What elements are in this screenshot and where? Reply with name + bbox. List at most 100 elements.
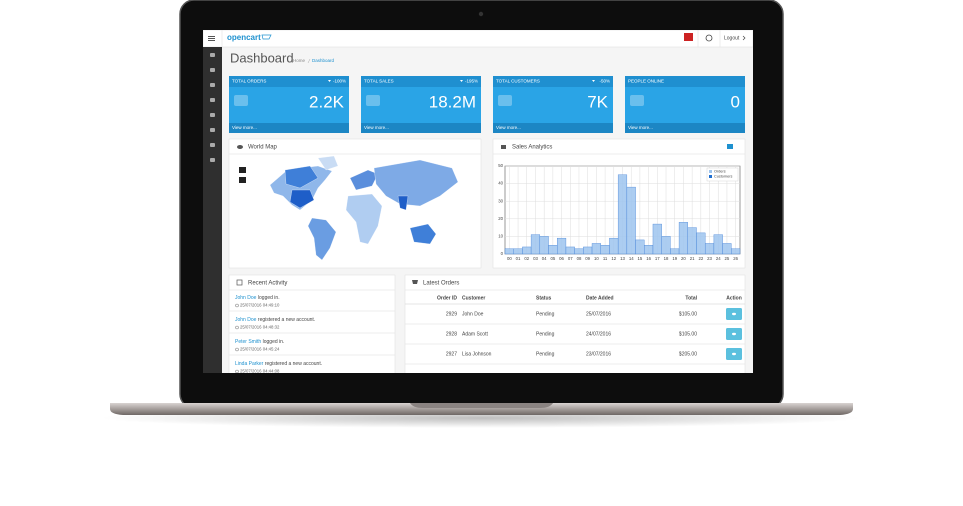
activity-action: registered a new account. bbox=[258, 317, 315, 323]
panel-title: Sales Analytics bbox=[512, 145, 552, 151]
panel-title: World Map bbox=[248, 145, 278, 151]
tile-footer bbox=[625, 123, 745, 133]
bar bbox=[731, 248, 741, 255]
bar bbox=[652, 223, 662, 255]
activity-date: 25/07/2016 04:45:24 bbox=[240, 347, 280, 352]
calendar-icon bbox=[236, 279, 243, 286]
sidebar-icons bbox=[210, 53, 215, 162]
camera bbox=[478, 11, 484, 17]
y-tick-label: 50 bbox=[498, 163, 503, 168]
bar bbox=[722, 243, 732, 255]
bar bbox=[504, 248, 514, 255]
logo-cart bbox=[261, 34, 272, 40]
tile-heading bbox=[361, 76, 481, 87]
activity-action: registered a new account. bbox=[265, 361, 322, 367]
tile-icon bbox=[630, 95, 644, 106]
x-tick-label: 02 bbox=[524, 256, 529, 261]
sidebar-icon[interactable] bbox=[210, 128, 215, 132]
sidebar-icon[interactable] bbox=[210, 158, 215, 162]
orders-table: Order ID Customer Status Date Added Total Act… bbox=[405, 295, 745, 365]
breadcrumb[interactable]: Dashboard bbox=[312, 58, 335, 63]
zoom-out[interactable] bbox=[239, 177, 246, 183]
calendar-dropdown[interactable] bbox=[727, 144, 733, 149]
change-arrow bbox=[328, 80, 331, 82]
menu-icon bbox=[208, 36, 215, 37]
sidebar-icon[interactable] bbox=[210, 53, 215, 57]
sidebar-icon[interactable] bbox=[210, 83, 215, 87]
tile-value: 18.2M bbox=[429, 92, 476, 111]
bar bbox=[678, 222, 688, 255]
x-tick-label: 18 bbox=[664, 256, 669, 261]
column-header: Customer bbox=[462, 295, 485, 301]
order-cell: 2929 bbox=[446, 311, 457, 317]
x-tick-label: 14 bbox=[629, 256, 634, 261]
order-cell: 2928 bbox=[446, 331, 457, 337]
y-tick-label: 20 bbox=[498, 216, 503, 221]
column-header: Status bbox=[536, 295, 552, 301]
bar bbox=[591, 243, 601, 255]
bar bbox=[574, 248, 584, 255]
column-header: Total bbox=[685, 295, 697, 301]
order-cell: Adam Scott bbox=[462, 331, 488, 337]
x-tick-label: 03 bbox=[533, 256, 538, 261]
tile-link[interactable]: View more... bbox=[364, 125, 389, 130]
tile-heading bbox=[493, 76, 613, 87]
tile-change: -50% bbox=[599, 79, 610, 84]
order-cell: Pending bbox=[536, 331, 555, 337]
bar bbox=[539, 236, 549, 255]
tile-link[interactable]: View more... bbox=[496, 125, 521, 130]
user-link[interactable]: Peter Smith bbox=[235, 339, 261, 345]
usa bbox=[289, 189, 315, 209]
order-cell: Pending bbox=[536, 351, 555, 357]
user-link[interactable]: John Doe bbox=[235, 317, 257, 323]
order-cell: 2927 bbox=[446, 351, 457, 357]
activity-list: John Doe logged in.25/07/2016 04:49:10Joh… bbox=[229, 295, 395, 373]
bar bbox=[557, 237, 567, 255]
user-link[interactable]: Linda Parker bbox=[235, 361, 264, 367]
sidebar-icon[interactable] bbox=[210, 98, 215, 102]
tile-icon bbox=[498, 95, 512, 106]
tile-link[interactable]: View more... bbox=[232, 125, 257, 130]
activity-action: logged in. bbox=[263, 339, 285, 345]
alert-icon[interactable] bbox=[684, 33, 693, 41]
bar bbox=[513, 248, 523, 255]
column-header: Date Added bbox=[586, 295, 614, 301]
logo[interactable]: opencart bbox=[227, 33, 261, 42]
clock-icon bbox=[235, 325, 239, 330]
help-icon[interactable] bbox=[705, 34, 713, 42]
south-america bbox=[307, 217, 337, 261]
canada bbox=[284, 165, 319, 189]
sidebar-icon[interactable] bbox=[210, 68, 215, 72]
zoom-in[interactable] bbox=[239, 167, 246, 173]
x-tick-label: 08 bbox=[577, 256, 582, 261]
x-tick-label: 19 bbox=[672, 256, 677, 261]
sidebar-icon[interactable] bbox=[210, 143, 215, 147]
asia bbox=[373, 159, 459, 207]
europe bbox=[349, 169, 379, 191]
australia bbox=[409, 223, 437, 245]
legend-swatch bbox=[709, 170, 712, 173]
user-link[interactable]: John Doe bbox=[235, 295, 257, 301]
tile-footer bbox=[493, 123, 613, 133]
bar bbox=[530, 234, 541, 255]
panel bbox=[228, 274, 396, 373]
x-tick-label: 17 bbox=[655, 256, 660, 261]
eye-icon bbox=[732, 312, 736, 316]
breadcrumb[interactable]: Home bbox=[293, 58, 306, 63]
bar bbox=[661, 236, 671, 255]
menu-icon bbox=[208, 40, 215, 41]
logout[interactable]: Logout bbox=[724, 35, 740, 41]
bar bbox=[609, 237, 619, 255]
base-notch bbox=[410, 403, 553, 408]
legend-label: Orders bbox=[714, 170, 726, 174]
tile-link[interactable]: View more... bbox=[628, 125, 653, 130]
bar bbox=[565, 246, 575, 255]
clock-icon bbox=[235, 369, 239, 373]
menu-icon bbox=[208, 38, 215, 39]
sidebar-icon[interactable] bbox=[210, 113, 215, 117]
tile-title: PEOPLE ONLINE bbox=[628, 79, 664, 84]
order-cell: John Doe bbox=[462, 311, 484, 317]
legend-label: Customers bbox=[714, 175, 732, 179]
tile-icon bbox=[234, 95, 248, 106]
